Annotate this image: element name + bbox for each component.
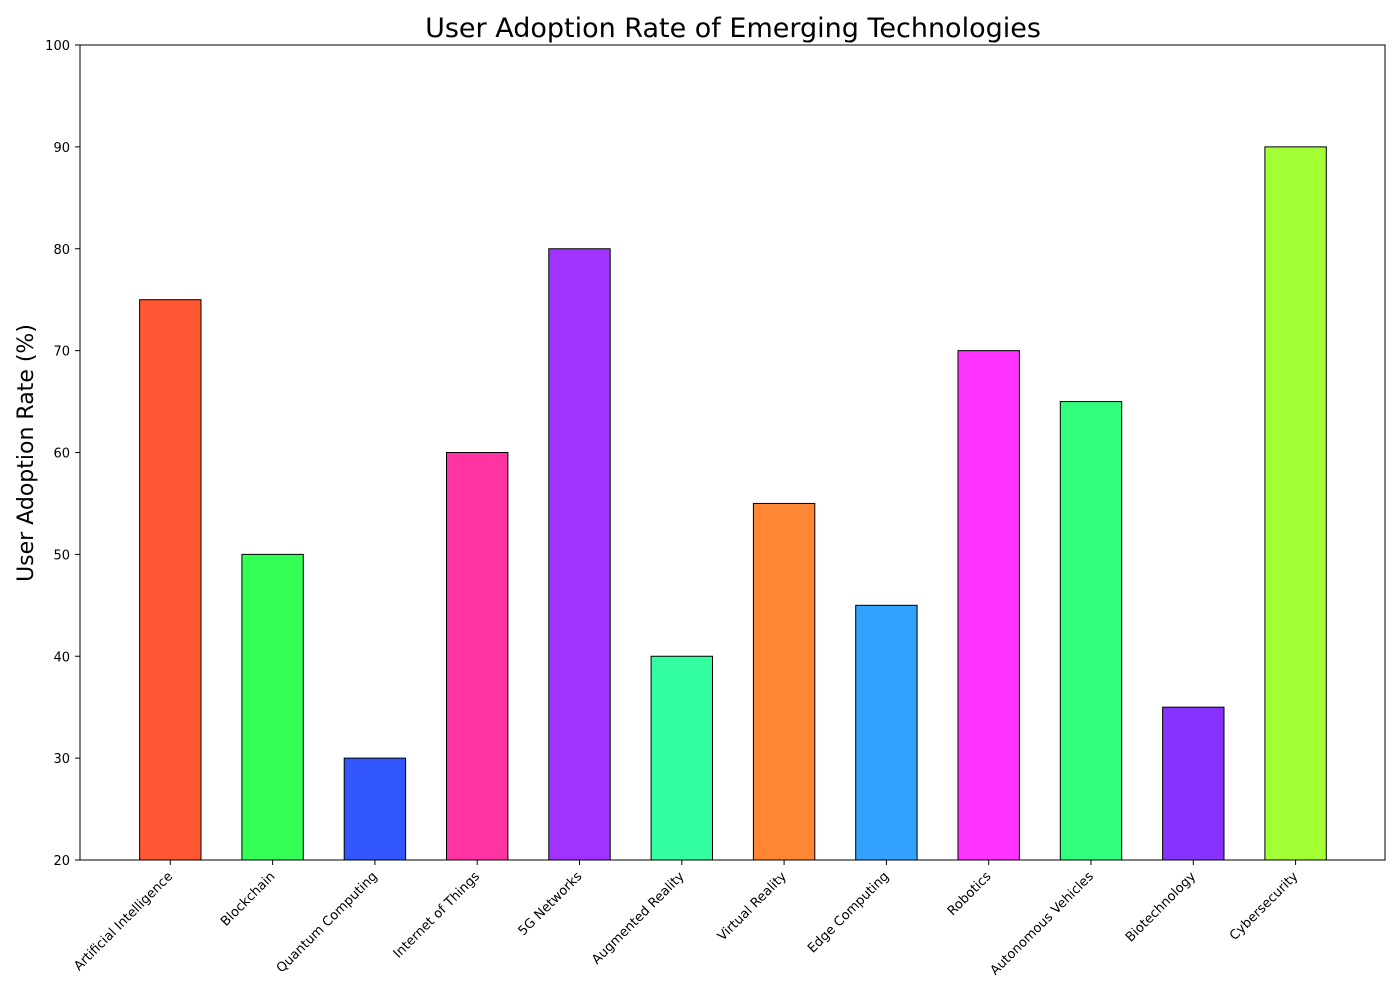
bar-internet-of-things: [446, 452, 509, 861]
x-tick-label: Robotics: [945, 869, 995, 919]
bar-edge-computing: [855, 604, 918, 861]
x-tick-label: Virtual Reality: [715, 869, 790, 944]
x-tick-label: Autonomous Vehicles: [988, 869, 1097, 978]
y-axis-label: User Adoption Rate (%): [14, 324, 39, 582]
x-tick-label: Quantum Computing: [274, 869, 381, 976]
y-tick-label: 90: [53, 141, 70, 156]
x-axis-ticks: Artificial Intelligence BlockchainQuantum…: [71, 860, 1302, 978]
x-tick-label: 5G Networks: [516, 869, 586, 939]
bar-cybersecurity: [1264, 146, 1327, 861]
bar-biotechnology: [1162, 706, 1225, 861]
bar-augmented-reality: [650, 655, 713, 861]
bar-blockchain: [241, 553, 304, 861]
y-tick-label: 70: [53, 345, 70, 360]
y-tick-label: 80: [53, 243, 70, 258]
x-tick-label: Artificial Intelligence: [71, 869, 176, 974]
x-tick-label: Augmented Reality: [589, 869, 688, 968]
y-tick-label: 50: [53, 548, 70, 563]
bar-5g-networks: [548, 248, 611, 861]
bar-virtual-reality: [752, 502, 816, 861]
x-tick-label: Internet of Things: [391, 869, 483, 961]
x-tick-label: Blockchain: [218, 869, 278, 929]
y-tick-label: 40: [53, 650, 70, 665]
bar-autonomous-vehicles: [1059, 401, 1123, 861]
x-tick-label: Cybersecurity: [1227, 869, 1302, 944]
bar-robotics: [957, 350, 1020, 861]
bar-quantum-computing: [343, 757, 407, 861]
y-tick-label: 20: [53, 854, 70, 869]
y-axis-ticks: 20 30 40 50 60 70 80 90 100: [45, 39, 80, 869]
x-tick-label: Edge Computing: [805, 869, 892, 956]
x-tick-label: Biotechnology: [1123, 869, 1199, 945]
y-tick-label: 60: [53, 447, 70, 462]
chart-title: User Adoption Rate of Emerging Technolog…: [425, 13, 1041, 44]
bars-group: [139, 146, 1327, 861]
bar-artificial-intelligence: [139, 299, 202, 861]
plot-frame: [79, 44, 1386, 861]
y-tick-label: 30: [53, 752, 70, 767]
y-tick-label: 100: [45, 39, 70, 54]
